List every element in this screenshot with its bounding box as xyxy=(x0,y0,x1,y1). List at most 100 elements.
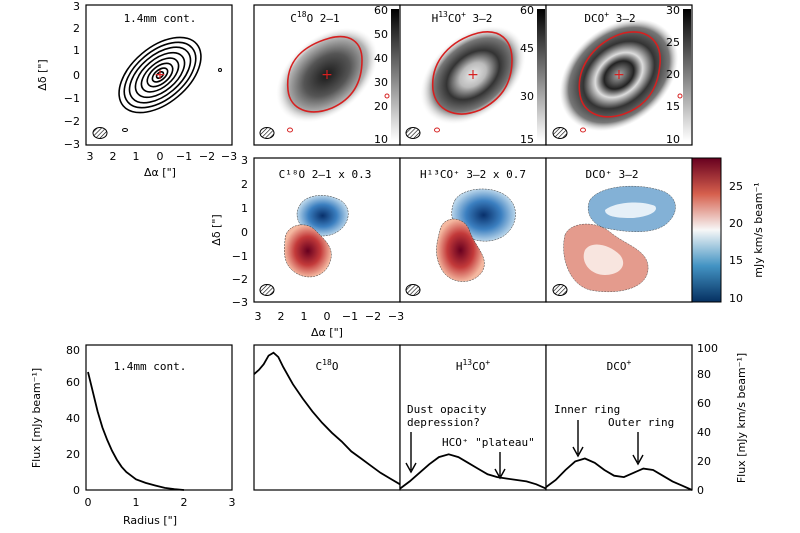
svg-text:20: 20 xyxy=(374,100,388,113)
profile-right-y-ticks: 0 20 40 60 80 100 xyxy=(697,342,718,497)
center-cross-icon: + xyxy=(613,67,625,83)
svg-text:30: 30 xyxy=(520,90,534,103)
svg-text:−2: −2 xyxy=(365,310,381,323)
beam-icon xyxy=(405,284,421,296)
colorbar xyxy=(683,9,691,141)
svg-text:1: 1 xyxy=(301,310,308,323)
svg-text:80: 80 xyxy=(66,344,80,357)
annotation-depression: depression? xyxy=(407,416,480,429)
svg-text:15: 15 xyxy=(729,254,743,267)
svg-text:0: 0 xyxy=(73,484,80,497)
beam-icon xyxy=(552,127,568,139)
svg-text:25: 25 xyxy=(666,36,680,49)
profile-title-continuum: 1.4mm cont. xyxy=(114,360,187,373)
svg-text:−3: −3 xyxy=(388,310,404,323)
annotation-plateau: HCO⁺ "plateau" xyxy=(442,436,535,449)
svg-text:0: 0 xyxy=(73,69,80,82)
top-y-ticks: 3 2 1 0 −1 −2 −3 xyxy=(64,0,80,151)
svg-text:30: 30 xyxy=(374,76,388,89)
svg-text:−1: −1 xyxy=(64,92,80,105)
svg-text:3: 3 xyxy=(73,0,80,13)
svg-text:0: 0 xyxy=(157,150,164,163)
svg-text:30: 30 xyxy=(666,4,680,17)
svg-text:3: 3 xyxy=(87,150,94,163)
panel-continuum-map: + 1.4mm cont. xyxy=(85,4,233,146)
svg-text:2: 2 xyxy=(241,178,248,191)
svg-text:−2: −2 xyxy=(232,273,248,286)
center-cross-icon: + xyxy=(154,67,166,83)
svg-text:−1: −1 xyxy=(342,310,358,323)
svg-text:2: 2 xyxy=(181,496,188,509)
svg-text:80: 80 xyxy=(697,368,711,381)
svg-text:1: 1 xyxy=(241,202,248,215)
svg-text:20: 20 xyxy=(729,217,743,230)
svg-text:60: 60 xyxy=(520,4,534,17)
bottom-row: 1.4mm cont. C18O H13CO+ DCO+ Dust opacit… xyxy=(30,342,748,527)
svg-text:−2: −2 xyxy=(199,150,215,163)
panel-frame xyxy=(85,4,233,146)
top-y-label: Δδ ["] xyxy=(36,59,49,90)
panel-title: H13CO+ 3–2 xyxy=(432,10,493,25)
profile-title-h13co: H13CO+ xyxy=(456,358,491,373)
svg-text:60: 60 xyxy=(697,397,711,410)
beam-icon xyxy=(552,284,568,296)
panel-c18o-map: + C18O 2–1 60 50 40 30 20 10 xyxy=(253,4,401,146)
profile-line-0 xyxy=(87,371,185,491)
colorbar xyxy=(537,9,545,141)
svg-text:25: 25 xyxy=(729,180,743,193)
colorbar-ticks: 60 45 30 15 xyxy=(520,4,534,146)
svg-text:−3: −3 xyxy=(232,296,248,309)
svg-text:2: 2 xyxy=(278,310,285,323)
velocity-colorbar-ticks: 25 20 15 10 xyxy=(729,180,743,305)
svg-text:20: 20 xyxy=(66,448,80,461)
profile-line-2 xyxy=(399,453,547,490)
blue-lobe xyxy=(296,195,349,237)
red-contour xyxy=(432,31,513,115)
colorbar-ticks: 60 50 40 30 20 10 xyxy=(374,4,388,146)
svg-text:40: 40 xyxy=(374,52,388,65)
beam-icon xyxy=(92,127,108,139)
beam-icon xyxy=(259,284,275,296)
svg-text:1: 1 xyxy=(133,150,140,163)
colorbar xyxy=(391,9,399,141)
svg-text:100: 100 xyxy=(697,342,718,355)
profile-line-3 xyxy=(545,457,693,491)
top-x-label: Δα ["] xyxy=(144,166,176,179)
svg-text:50: 50 xyxy=(374,28,388,41)
panel-c18o-velocity: C¹⁸O 2–1 x 0.3 xyxy=(253,157,401,303)
red-contour xyxy=(578,31,661,118)
svg-text:10: 10 xyxy=(666,133,680,146)
svg-text:15: 15 xyxy=(520,133,534,146)
profile-title-c18o: C18O xyxy=(316,358,339,373)
panel-h13co-velocity: H¹³CO⁺ 3–2 x 0.7 xyxy=(399,157,547,303)
profile-x-label: Radius ["] xyxy=(123,514,177,527)
panel-dco-velocity: DCO⁺ 3–2 xyxy=(545,157,693,303)
svg-text:10: 10 xyxy=(374,133,388,146)
svg-text:2: 2 xyxy=(110,150,117,163)
blue-ring-gap xyxy=(605,202,656,218)
svg-text:3: 3 xyxy=(241,154,248,167)
profile-left-y-label: Flux [mJy beam⁻¹] xyxy=(30,368,43,468)
svg-text:3: 3 xyxy=(229,496,236,509)
profile-line-1 xyxy=(253,351,401,486)
profile-right-y-label: Flux [mJy km/s beam⁻¹] xyxy=(735,353,748,483)
profile-frame-c18o xyxy=(253,344,401,491)
annotation-dust-opacity: Dust opacity xyxy=(407,403,487,416)
svg-text:3: 3 xyxy=(255,310,262,323)
panel-h13co-map: + H13CO+ 3–2 60 45 30 15 xyxy=(399,4,547,146)
colorbar-ticks: 30 25 20 15 10 xyxy=(666,4,680,146)
beam-icon xyxy=(405,127,421,139)
middle-y-label: Δδ ["] xyxy=(210,214,223,245)
svg-text:0: 0 xyxy=(324,310,331,323)
svg-text:20: 20 xyxy=(697,455,711,468)
profile-title-dco: DCO+ xyxy=(607,358,632,373)
svg-text:−3: −3 xyxy=(221,150,237,163)
top-x-ticks: 3 2 1 0 −1 −2 −3 xyxy=(87,150,238,163)
svg-text:0: 0 xyxy=(85,496,92,509)
annotation-outer-ring: Outer ring xyxy=(608,416,674,429)
emission-map xyxy=(559,18,679,132)
center-cross-icon: + xyxy=(467,67,479,83)
middle-x-label: Δα ["] xyxy=(311,326,343,339)
red-lobe xyxy=(284,224,332,278)
